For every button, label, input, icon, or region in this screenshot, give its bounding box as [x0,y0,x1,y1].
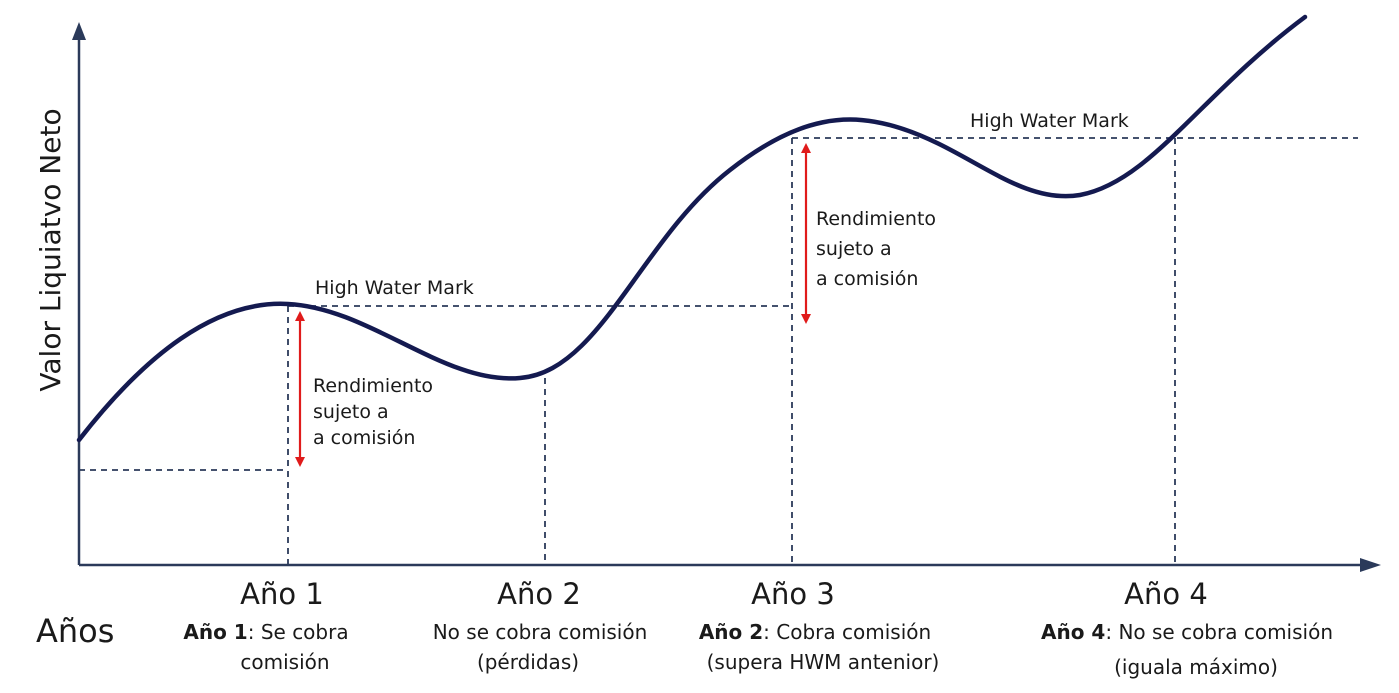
year-1-label: Año 1 [240,577,324,611]
year-1-caption-line2: comisión [240,650,329,674]
hwm-label-1: High Water Mark [315,277,474,299]
year-4-caption-text: : No se cobra comisión [1105,620,1333,644]
fee-return-label-1-line1: Rendimiento [313,375,433,397]
year-2-caption-line2: (pérdidas) [477,650,579,674]
year-3-label: Año 3 [751,577,835,611]
year-4-caption-line2: (iguala máximo) [1114,655,1278,679]
year-3-caption-bold: Año 2 [699,620,763,644]
year-2-caption: No se cobra comisión [433,620,648,644]
fee-return-label-2-line3: a comisión [816,268,918,290]
fee-return-label-1-line3: a comisión [313,427,415,449]
fee-return-label-1-line2: sujeto a [313,401,389,423]
x-axis-label: Años [36,612,114,650]
fee-return-label-2-line1: Rendimiento [816,208,936,230]
year-1-caption-text: : Se cobra [248,620,349,644]
year-3-caption-line2: (supera HWM antenior) [707,650,940,674]
year-2-label: Año 2 [497,577,581,611]
year-1-caption: Año 1: Se cobra [183,620,348,644]
y-axis-arrow-icon [72,22,86,40]
x-axis-arrow-icon [1360,558,1381,572]
nav-curve [76,14,1308,443]
year-3-caption: Año 2: Cobra comisión [699,620,931,644]
hwm-label-2: High Water Mark [970,110,1129,132]
year-3-caption-text: : Cobra comisión [763,620,931,644]
year-4-caption: Año 4: No se cobra comisión [1041,620,1333,644]
year-4-caption-bold: Año 4 [1041,620,1105,644]
year-4-label: Año 4 [1124,577,1208,611]
y-axis-label: Valor Liquiatvo Neto [34,108,67,391]
year-1-caption-bold: Año 1 [183,620,247,644]
fee-return-label-2-line2: sujeto a [816,238,892,260]
